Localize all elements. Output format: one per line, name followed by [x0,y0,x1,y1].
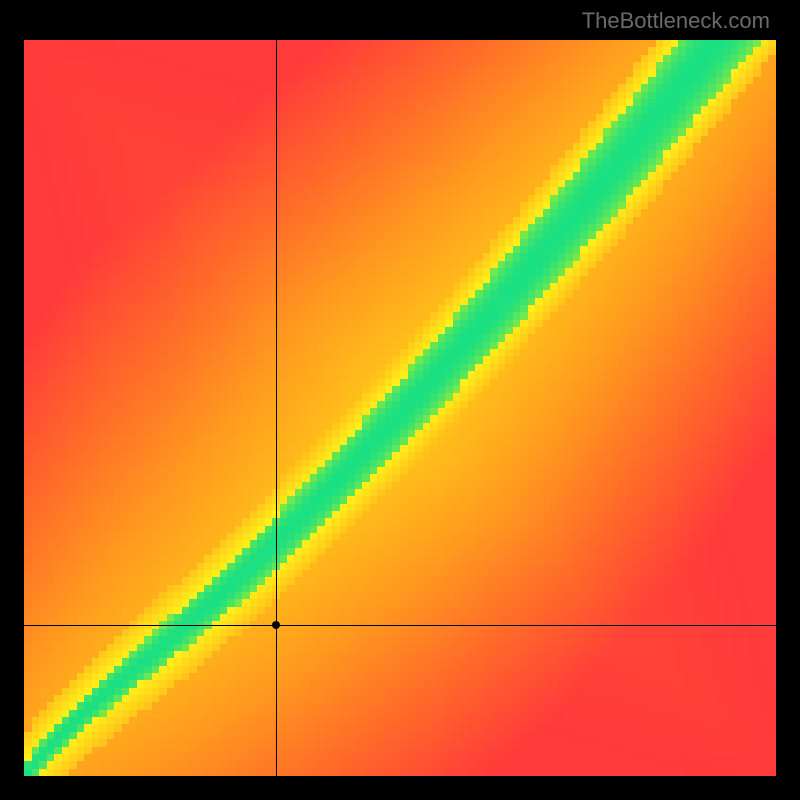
crosshair-horizontal [24,625,776,626]
heatmap-plot [24,40,776,776]
crosshair-marker [272,621,280,629]
watermark-text: TheBottleneck.com [582,8,770,34]
heatmap-grid [24,40,776,776]
crosshair-vertical [276,40,277,776]
